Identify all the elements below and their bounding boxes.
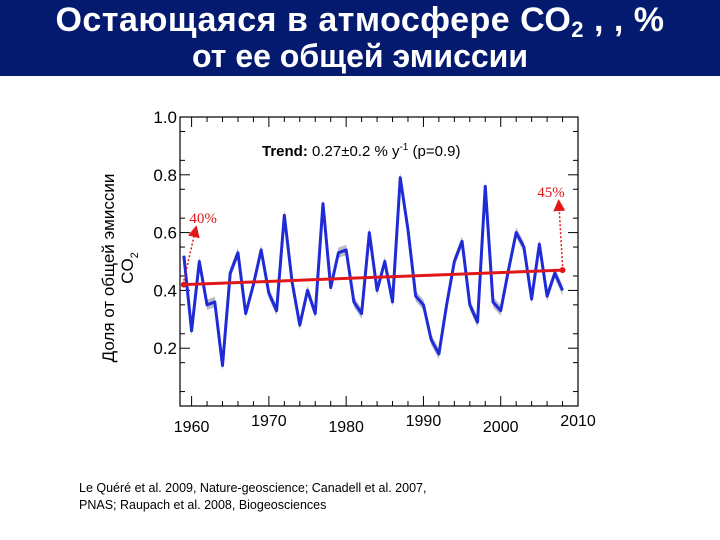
y-tick-label: 0.2 — [153, 339, 177, 358]
title-suffix: , , % — [584, 1, 665, 39]
title-main: Остающаяся в атмосфере СО — [55, 1, 572, 39]
citation: Le Quéré et al. 2009, Nature-geoscience;… — [79, 480, 499, 514]
trend-start-dot — [180, 281, 187, 288]
x-tick-label: 2000 — [483, 419, 519, 436]
airborne-fraction-line — [182, 176, 564, 368]
annotation-arrow — [553, 199, 566, 267]
annotation-arrow — [183, 225, 200, 281]
trend-end-dot — [559, 267, 566, 274]
citation-line-1: Le Quéré et al. 2009, Nature-geoscience;… — [79, 481, 427, 495]
y-tick-label: 1.0 — [153, 108, 177, 127]
plot-frame — [179, 116, 579, 407]
x-tick-label: 2010 — [560, 413, 596, 430]
y-tick-label: 0.6 — [153, 224, 177, 243]
citation-line-2: PNAS; Raupach et al. 2008, Biogeoscience… — [79, 498, 327, 512]
trend-line — [183, 268, 563, 287]
page-title: Остающаяся в атмосфере СО2 , , % — [0, 0, 720, 42]
trend-text: Trend: 0.27±0.2 % y-1 (p=0.9) — [262, 142, 461, 160]
y-axis-label: Доля от общей эмиссии — [99, 174, 118, 363]
y-tick-label: 0.4 — [153, 281, 177, 300]
title-banner: Остающаяся в атмосфере СО2 , , % от ее о… — [0, 0, 720, 76]
x-tick-label: 1970 — [251, 413, 287, 430]
y-axis-label-2: CO2 — [118, 252, 141, 284]
x-tick-label: 1990 — [406, 413, 442, 430]
x-tick-label: 1980 — [328, 419, 364, 436]
page-subtitle: от ее общей эмиссии — [192, 38, 528, 74]
annotation-label: 45% — [537, 185, 565, 201]
title-subscript: 2 — [571, 17, 585, 42]
y-tick-label: 0.8 — [153, 166, 177, 185]
annotation-label: 40% — [189, 211, 217, 227]
x-tick-label: 1960 — [174, 419, 210, 436]
